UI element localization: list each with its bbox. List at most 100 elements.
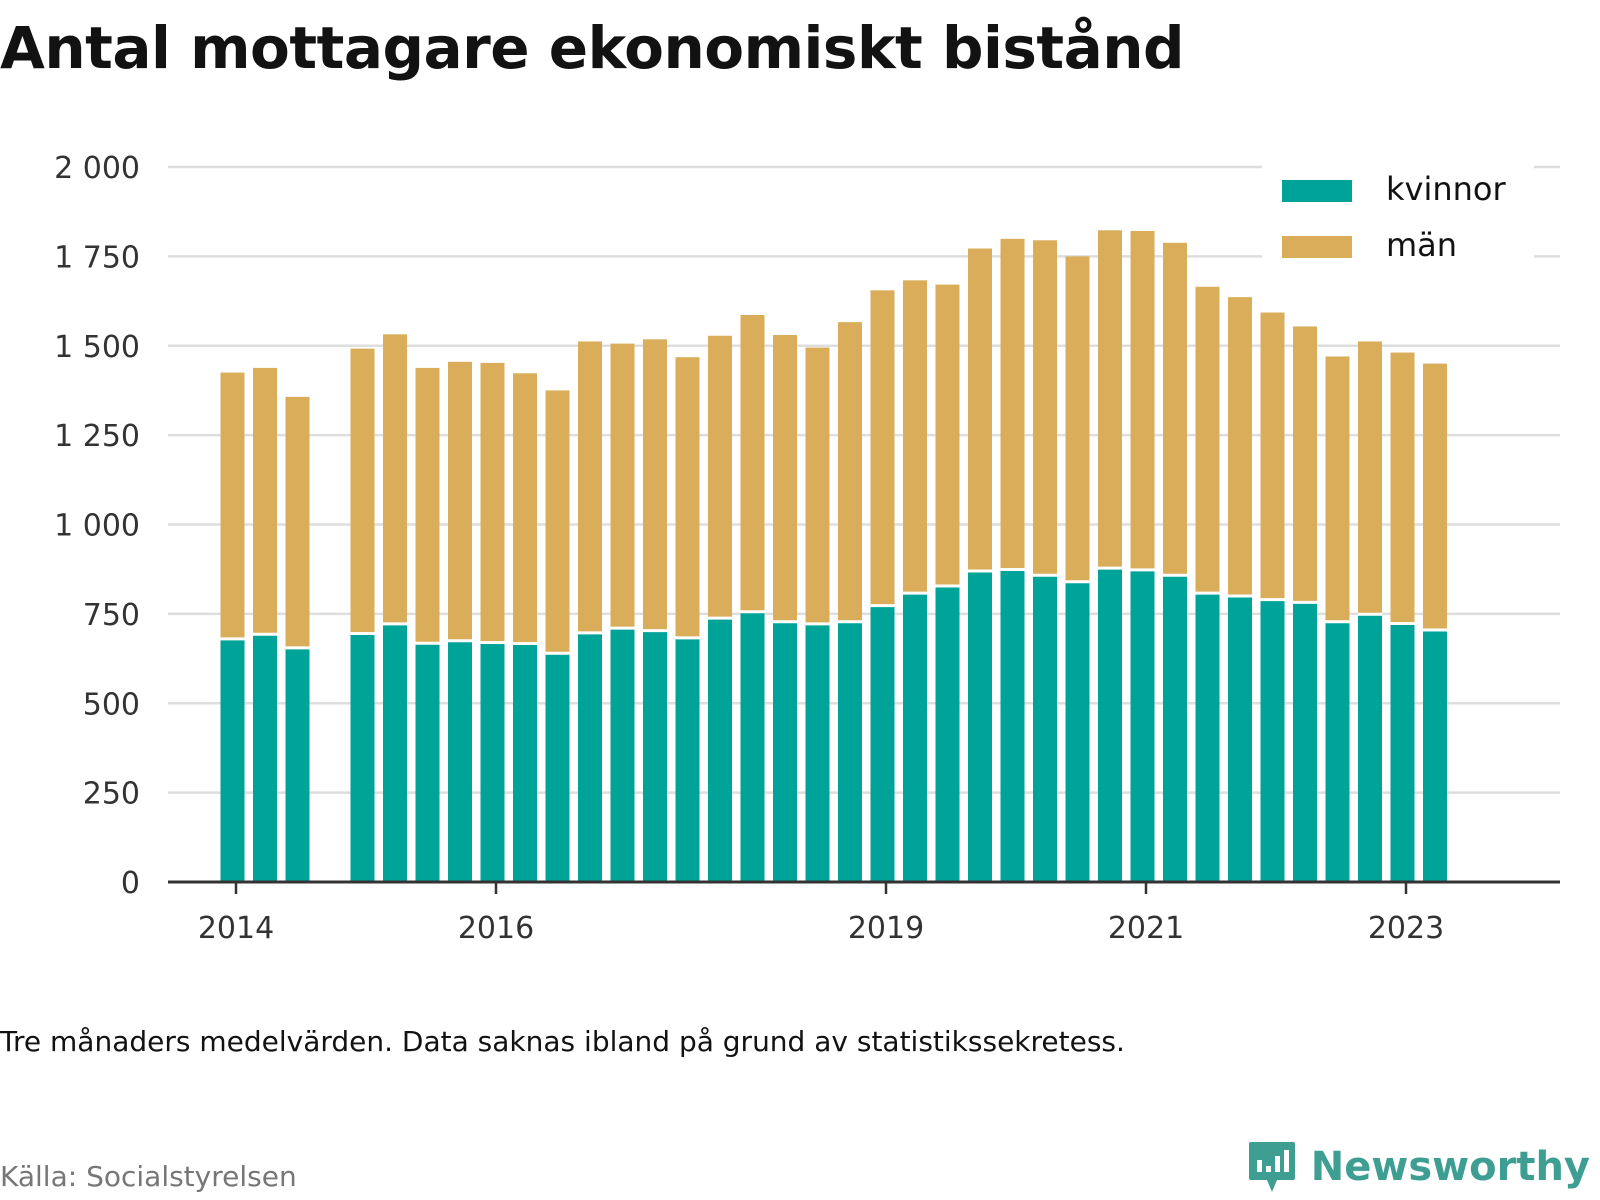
bar-kvinnor: [805, 623, 830, 882]
bar-man: [285, 396, 310, 648]
x-axis: 2014 2016 2019 2021 2023: [168, 880, 1560, 946]
x-tick-label: 2023: [1368, 911, 1444, 946]
bar-kvinnor: [513, 643, 537, 882]
y-tick-label: 1 000: [54, 509, 140, 544]
bar-kvinnor: [480, 642, 505, 882]
bar-man: [1423, 363, 1447, 630]
legend-label: kvinnor: [1386, 170, 1507, 208]
bar-kvinnor: [383, 623, 407, 882]
bar-man: [578, 341, 602, 633]
bar-man: [643, 339, 667, 631]
bar-kvinnor: [1000, 569, 1025, 882]
bar-man: [773, 335, 797, 622]
bar-kvinnor: [610, 628, 635, 882]
bar-kvinnor: [1033, 575, 1057, 882]
bar-kvinnor: [838, 621, 862, 882]
legend-swatch: [1282, 236, 1352, 258]
x-tick-label: 2014: [198, 911, 274, 946]
bar-man: [415, 367, 440, 644]
bar-man: [675, 357, 700, 638]
bar-man: [610, 343, 635, 629]
y-tick-label: 2 000: [54, 151, 140, 186]
legend-label: män: [1386, 226, 1457, 264]
bar-kvinnor: [1325, 621, 1350, 882]
bar-man: [838, 322, 862, 622]
legend: kvinnor män: [1262, 162, 1534, 270]
bar-kvinnor: [708, 618, 732, 882]
bar-kvinnor: [1195, 593, 1220, 882]
newsworthy-logo-icon: [1248, 1142, 1295, 1192]
bar-man: [480, 362, 505, 643]
y-tick-label: 750: [83, 598, 140, 633]
bar-kvinnor: [903, 593, 927, 882]
bar-kvinnor: [1260, 599, 1285, 882]
bar-man: [350, 348, 375, 634]
bar-man: [1163, 242, 1187, 576]
bar-kvinnor: [1130, 569, 1155, 882]
bar-kvinnor: [1065, 581, 1090, 882]
bar-kvinnor: [1293, 602, 1317, 882]
y-tick-label: 500: [83, 687, 140, 722]
bar-man: [1130, 230, 1155, 570]
x-tick-label: 2016: [458, 911, 534, 946]
bar-kvinnor: [1390, 623, 1415, 882]
bar-man: [1260, 312, 1285, 600]
bar-kvinnor: [740, 611, 765, 882]
x-tick-label: 2019: [848, 911, 924, 946]
bar-man: [1325, 356, 1350, 622]
bar-kvinnor: [773, 621, 797, 882]
bar-man: [740, 315, 765, 612]
bar-kvinnor: [1423, 629, 1447, 882]
bar-kvinnor: [968, 570, 992, 882]
bar-man: [903, 280, 927, 594]
y-tick-label: 1 250: [54, 419, 140, 454]
bar-kvinnor: [220, 638, 245, 882]
y-tick-label: 1 750: [54, 240, 140, 275]
bars: [220, 230, 1447, 882]
bar-kvinnor: [1163, 575, 1187, 882]
bar-man: [1195, 286, 1220, 594]
y-tick-label: 250: [83, 777, 140, 812]
bar-man: [253, 367, 277, 635]
bar-kvinnor: [1098, 568, 1122, 882]
bar-man: [1390, 352, 1415, 624]
brand-name: Newsworthy: [1310, 1144, 1590, 1190]
chart-title: Antal mottagare ekonomiskt bistånd: [0, 14, 1185, 82]
bar-kvinnor: [1228, 596, 1252, 882]
bar-kvinnor: [578, 632, 602, 882]
bar-kvinnor: [415, 643, 440, 882]
bar-man: [1228, 297, 1252, 596]
y-tick-label: 1 500: [54, 330, 140, 365]
bar-man: [1098, 230, 1122, 569]
source-text: Källa: Socialstyrelsen: [0, 1160, 297, 1193]
brand-logo[interactable]: Newsworthy: [1247, 1140, 1590, 1194]
bar-man: [1000, 238, 1025, 570]
x-tick-label: 2021: [1108, 911, 1184, 946]
bar-kvinnor: [448, 640, 472, 882]
bar-man: [968, 248, 992, 571]
bar-kvinnor: [1358, 614, 1382, 882]
bar-kvinnor: [675, 637, 700, 882]
legend-swatch: [1282, 180, 1352, 202]
bar-man: [1293, 326, 1317, 603]
bar-man: [448, 361, 472, 641]
bar-man: [935, 284, 960, 586]
bar-kvinnor: [545, 653, 570, 882]
y-tick-label: 0: [121, 866, 140, 901]
chart-note: Tre månaders medelvärden. Data saknas ib…: [0, 1025, 1125, 1058]
bar-kvinnor: [253, 634, 277, 882]
bar-man: [383, 334, 407, 624]
bar-man: [870, 290, 895, 606]
bar-man: [513, 373, 537, 644]
bar-man: [1065, 256, 1090, 582]
bar-kvinnor: [935, 585, 960, 882]
bar-man: [805, 347, 830, 624]
bar-man: [708, 335, 732, 619]
bar-man: [545, 390, 570, 654]
stacked-bar-chart: 0 250 500 750 1 000 1 250 1 500 1 750 2 000 2014…: [54, 151, 1560, 946]
bar-man: [1033, 240, 1057, 576]
bar-kvinnor: [285, 647, 310, 882]
bar-kvinnor: [350, 633, 375, 882]
bar-man: [1358, 341, 1382, 615]
bar-kvinnor: [870, 605, 895, 882]
